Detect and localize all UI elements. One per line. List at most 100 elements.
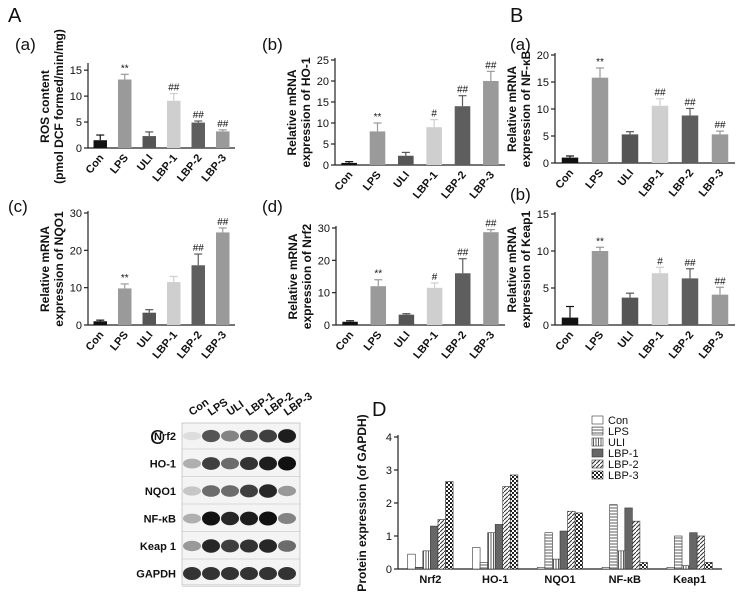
y-tick-label: 20 [70, 245, 82, 257]
significance: # [431, 109, 437, 120]
error-bar [169, 92, 178, 101]
bar [510, 474, 519, 570]
bar [93, 321, 107, 325]
band [259, 484, 277, 498]
significance: # [657, 256, 663, 267]
band [259, 511, 277, 526]
y-tick-label: 3 [386, 465, 392, 477]
error-bar [626, 292, 634, 298]
y-tick-label: 30 [70, 208, 82, 220]
bar [711, 134, 729, 163]
x-tick-label: ULI [616, 167, 637, 188]
y-tick-label: 0 [76, 320, 82, 332]
bar [591, 251, 609, 325]
band [278, 456, 296, 471]
x-tick-label: LPS [583, 329, 606, 353]
band [221, 457, 239, 470]
error-bar [656, 266, 664, 274]
bar [472, 547, 481, 570]
band [278, 513, 296, 524]
y-tick-label: 20 [537, 50, 549, 62]
legend-label: Con [608, 415, 628, 427]
band [202, 429, 220, 443]
panel-label: (b) [262, 35, 283, 54]
x-tick-label: LPS [583, 167, 606, 191]
bar [616, 550, 626, 570]
x-tick-label: LBP-1 [150, 152, 180, 184]
x-tick-label: LBP-2 [175, 152, 205, 184]
band [202, 511, 220, 526]
error-bar [373, 122, 382, 132]
bar [689, 532, 698, 570]
legend-swatch [591, 448, 604, 458]
significance: ## [217, 119, 229, 130]
y-tick-label: 5 [543, 283, 549, 295]
band [240, 484, 258, 498]
error-bar [486, 229, 495, 233]
y-tick-label: 0 [323, 160, 329, 172]
bar [118, 288, 132, 325]
bar [398, 155, 414, 165]
x-tick-label: ULI [616, 329, 637, 350]
bar [621, 134, 639, 163]
band [183, 431, 201, 441]
bar [651, 273, 669, 325]
bar [216, 131, 230, 148]
x-tick-label: LBP-2 [439, 169, 469, 201]
bar [537, 567, 546, 570]
panel-letter: B [510, 5, 523, 27]
y-tick-label: 10 [537, 246, 549, 258]
x-tick-label: LPS [108, 329, 131, 353]
band [202, 485, 220, 497]
significance: ** [121, 63, 129, 74]
band [221, 566, 239, 581]
row-label: NQO1 [145, 486, 176, 498]
x-tick-label: LBP-1 [637, 167, 667, 199]
x-tick-label: ULI [392, 169, 413, 190]
bar [167, 282, 181, 325]
bar [422, 550, 431, 570]
error-bar [194, 120, 203, 123]
band [183, 540, 201, 552]
y-tick-label: 0 [76, 143, 82, 155]
x-tick-label: Con [333, 329, 356, 353]
row-label: Keap 1 [140, 541, 176, 553]
bar [414, 567, 424, 570]
bar [666, 567, 675, 570]
error-bar [626, 131, 634, 135]
x-tick-label: Con [553, 167, 576, 191]
error-bar [430, 282, 439, 288]
x-tick-label: LBP-1 [150, 329, 180, 361]
bar [681, 278, 699, 325]
error-bar [169, 275, 178, 283]
bar [544, 532, 553, 570]
x-tick-label: Con [333, 169, 356, 193]
bar [341, 162, 357, 165]
error-bar [346, 320, 355, 322]
bar [191, 122, 205, 148]
y-tick-label: 4 [386, 432, 392, 444]
bar [591, 77, 609, 163]
error-bar [656, 98, 664, 106]
bar [696, 535, 706, 570]
y-axis-label: Protein expression (of GAPDH) [355, 414, 369, 591]
y-axis-label: Relative mRNA [505, 66, 519, 152]
significance: ## [485, 219, 497, 230]
bar [216, 232, 230, 325]
bar [574, 512, 583, 570]
significance: ** [374, 112, 382, 123]
bar [430, 525, 439, 570]
bar [191, 265, 205, 325]
band [259, 456, 277, 471]
x-tick-label: LBP-2 [439, 329, 469, 361]
error-bar [458, 258, 467, 274]
significance: ## [193, 243, 205, 254]
y-axis-label: Relative mRNA [38, 226, 52, 312]
legend-swatch [591, 470, 604, 480]
bar [494, 524, 504, 570]
panel-letter: A [8, 5, 22, 27]
y-tick-label: 0 [543, 320, 549, 332]
significance: ## [168, 83, 180, 94]
x-tick-label: HO-1 [482, 574, 508, 586]
